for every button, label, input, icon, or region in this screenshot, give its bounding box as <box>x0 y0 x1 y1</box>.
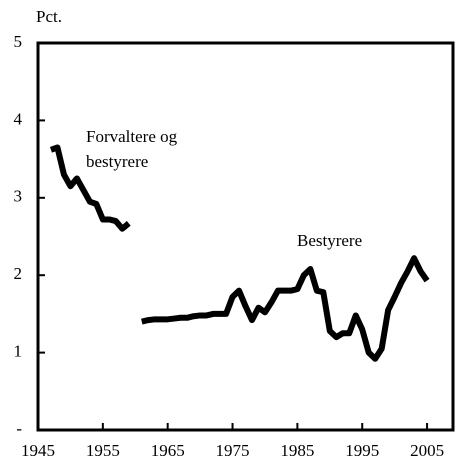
x-tick-label: 2005 <box>410 441 444 460</box>
y-tick-label: 1 <box>14 342 23 361</box>
y-tick-label: - <box>16 419 22 438</box>
line <box>49 144 131 232</box>
x-tick-label: 1945 <box>21 441 55 460</box>
x-tick-label: 1995 <box>345 441 379 460</box>
x-tick-label: 1985 <box>280 441 314 460</box>
y-tick-label: 4 <box>14 109 23 128</box>
x-tick-label: 1965 <box>151 441 185 460</box>
y-tick-label: 5 <box>14 32 23 51</box>
series-label: Forvaltere og bestyrere <box>86 127 178 171</box>
plot-frame <box>36 41 455 432</box>
line <box>141 255 430 362</box>
x-tick-label: 1975 <box>216 441 250 460</box>
y-tick-label: 2 <box>14 264 23 283</box>
series-label: Bestyrere <box>297 231 362 250</box>
y-axis-label: Pct. <box>36 7 62 26</box>
x-tick-label: 1955 <box>86 441 120 460</box>
y-tick-label: 3 <box>14 187 23 206</box>
